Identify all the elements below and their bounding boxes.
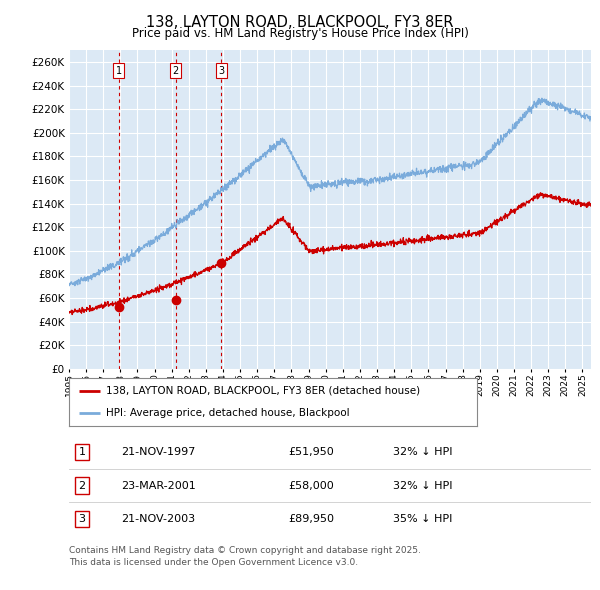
Text: £58,000: £58,000 [288,481,334,490]
Text: 138, LAYTON ROAD, BLACKPOOL, FY3 8ER (detached house): 138, LAYTON ROAD, BLACKPOOL, FY3 8ER (de… [106,386,420,396]
Text: 32% ↓ HPI: 32% ↓ HPI [392,447,452,457]
Text: 23-MAR-2001: 23-MAR-2001 [121,481,196,490]
Text: 2: 2 [172,66,179,76]
Text: £89,950: £89,950 [288,514,334,524]
Text: 2: 2 [79,481,86,490]
Text: 21-NOV-1997: 21-NOV-1997 [121,447,196,457]
Text: 35% ↓ HPI: 35% ↓ HPI [392,514,452,524]
Text: £51,950: £51,950 [288,447,334,457]
Text: 1: 1 [79,447,86,457]
Text: HPI: Average price, detached house, Blackpool: HPI: Average price, detached house, Blac… [106,408,349,418]
Text: 138, LAYTON ROAD, BLACKPOOL, FY3 8ER: 138, LAYTON ROAD, BLACKPOOL, FY3 8ER [146,15,454,30]
Text: Price paid vs. HM Land Registry's House Price Index (HPI): Price paid vs. HM Land Registry's House … [131,27,469,40]
Text: 21-NOV-2003: 21-NOV-2003 [121,514,196,524]
Text: 32% ↓ HPI: 32% ↓ HPI [392,481,452,490]
Text: 3: 3 [218,66,224,76]
Text: 3: 3 [79,514,86,524]
Text: 1: 1 [116,66,122,76]
Text: Contains HM Land Registry data © Crown copyright and database right 2025.
This d: Contains HM Land Registry data © Crown c… [69,546,421,567]
